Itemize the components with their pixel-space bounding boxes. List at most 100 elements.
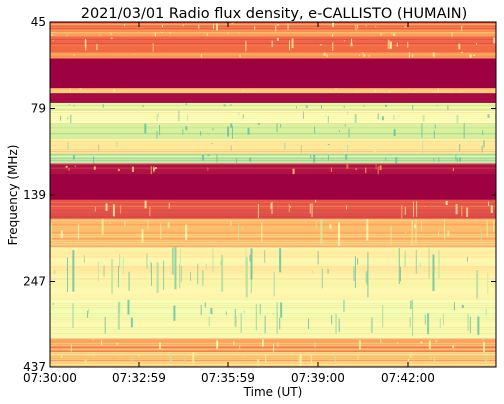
burst-streak — [292, 168, 295, 175]
band-striation — [50, 270, 496, 272]
burst-streak — [275, 25, 277, 32]
burst-streak — [391, 32, 393, 34]
burst-streak — [404, 251, 406, 267]
burst-streak — [353, 266, 355, 281]
burst-streak — [455, 155, 457, 161]
burst-streak — [358, 340, 361, 350]
burst-streak — [179, 248, 181, 264]
burst-streak — [207, 154, 210, 157]
burst-streak — [249, 157, 252, 162]
frequency-band — [50, 58, 496, 89]
burst-streak — [348, 128, 350, 138]
burst-streak — [338, 130, 340, 132]
burst-streak — [487, 272, 489, 294]
burst-streak — [227, 126, 230, 137]
band-striation — [50, 88, 496, 90]
burst-streak — [52, 302, 54, 306]
burst-streak — [150, 166, 152, 175]
burst-streak — [84, 359, 87, 365]
burst-streak — [377, 113, 379, 120]
burst-streak — [374, 89, 376, 93]
burst-streak — [299, 355, 302, 366]
burst-streak — [192, 352, 195, 364]
burst-streak — [180, 265, 182, 283]
y-tick-label: 139 — [23, 188, 46, 202]
burst-streak — [273, 271, 275, 297]
band-striation — [50, 158, 496, 160]
burst-streak — [110, 32, 112, 36]
burst-streak — [343, 299, 345, 312]
burst-streak — [279, 317, 281, 330]
burst-streak — [98, 144, 100, 151]
burst-streak — [250, 248, 253, 280]
burst-streak — [482, 341, 485, 352]
burst-streak — [332, 33, 334, 37]
burst-streak — [168, 202, 170, 209]
burst-streak — [227, 32, 229, 35]
burst-streak — [202, 270, 204, 286]
burst-streak — [315, 199, 317, 203]
band-striation — [50, 356, 496, 358]
burst-streak — [220, 260, 222, 265]
plot-area — [49, 21, 497, 368]
burst-streak — [239, 219, 241, 221]
band-striation — [50, 278, 496, 280]
band-striation — [50, 116, 496, 118]
burst-streak — [123, 23, 125, 27]
burst-streak — [207, 167, 209, 171]
burst-streak — [354, 256, 356, 288]
burst-streak — [118, 301, 121, 313]
burst-streak — [357, 25, 359, 29]
band-striation — [50, 346, 496, 348]
burst-streak — [399, 266, 401, 282]
burst-streak — [83, 255, 85, 263]
burst-streak — [453, 302, 455, 311]
burst-streak — [317, 251, 319, 265]
burst-streak — [85, 39, 87, 51]
burst-streak — [221, 255, 224, 292]
band-striation — [50, 294, 496, 296]
band-striation — [50, 292, 496, 294]
burst-streak — [276, 123, 278, 132]
burst-streak — [156, 113, 158, 122]
burst-streak — [322, 158, 324, 160]
band-striation — [50, 35, 496, 37]
burst-streak — [66, 269, 68, 271]
burst-streak — [54, 269, 56, 275]
burst-streak — [344, 124, 346, 127]
burst-streak — [236, 158, 238, 163]
band-striation — [50, 156, 496, 158]
burst-streak — [182, 129, 184, 135]
band-striation — [50, 224, 496, 226]
burst-streak — [335, 88, 337, 90]
burst-streak — [128, 271, 130, 291]
band-striation — [50, 364, 496, 366]
burst-streak — [74, 165, 76, 167]
burst-streak — [428, 247, 430, 279]
band-striation — [50, 344, 496, 346]
burst-streak — [355, 25, 357, 31]
burst-streak — [374, 141, 377, 153]
burst-streak — [97, 261, 99, 282]
burst-streak — [447, 105, 449, 110]
burst-streak — [395, 157, 398, 164]
burst-streak — [249, 254, 251, 262]
burst-streak — [149, 206, 151, 217]
burst-streak — [452, 345, 455, 349]
band-striation — [50, 145, 496, 147]
burst-streak — [365, 272, 367, 283]
band-striation — [50, 147, 496, 149]
band-striation — [50, 171, 496, 173]
burst-streak — [70, 344, 72, 352]
burst-streak — [422, 114, 425, 122]
band-striation — [50, 333, 496, 335]
burst-streak — [101, 340, 103, 345]
band-striation — [50, 139, 496, 141]
burst-streak — [461, 304, 464, 309]
burst-streak — [245, 256, 248, 298]
band-striation — [50, 162, 496, 164]
burst-streak — [409, 300, 412, 309]
burst-streak — [482, 339, 484, 341]
band-striation — [50, 307, 496, 309]
band-striation — [50, 354, 496, 356]
